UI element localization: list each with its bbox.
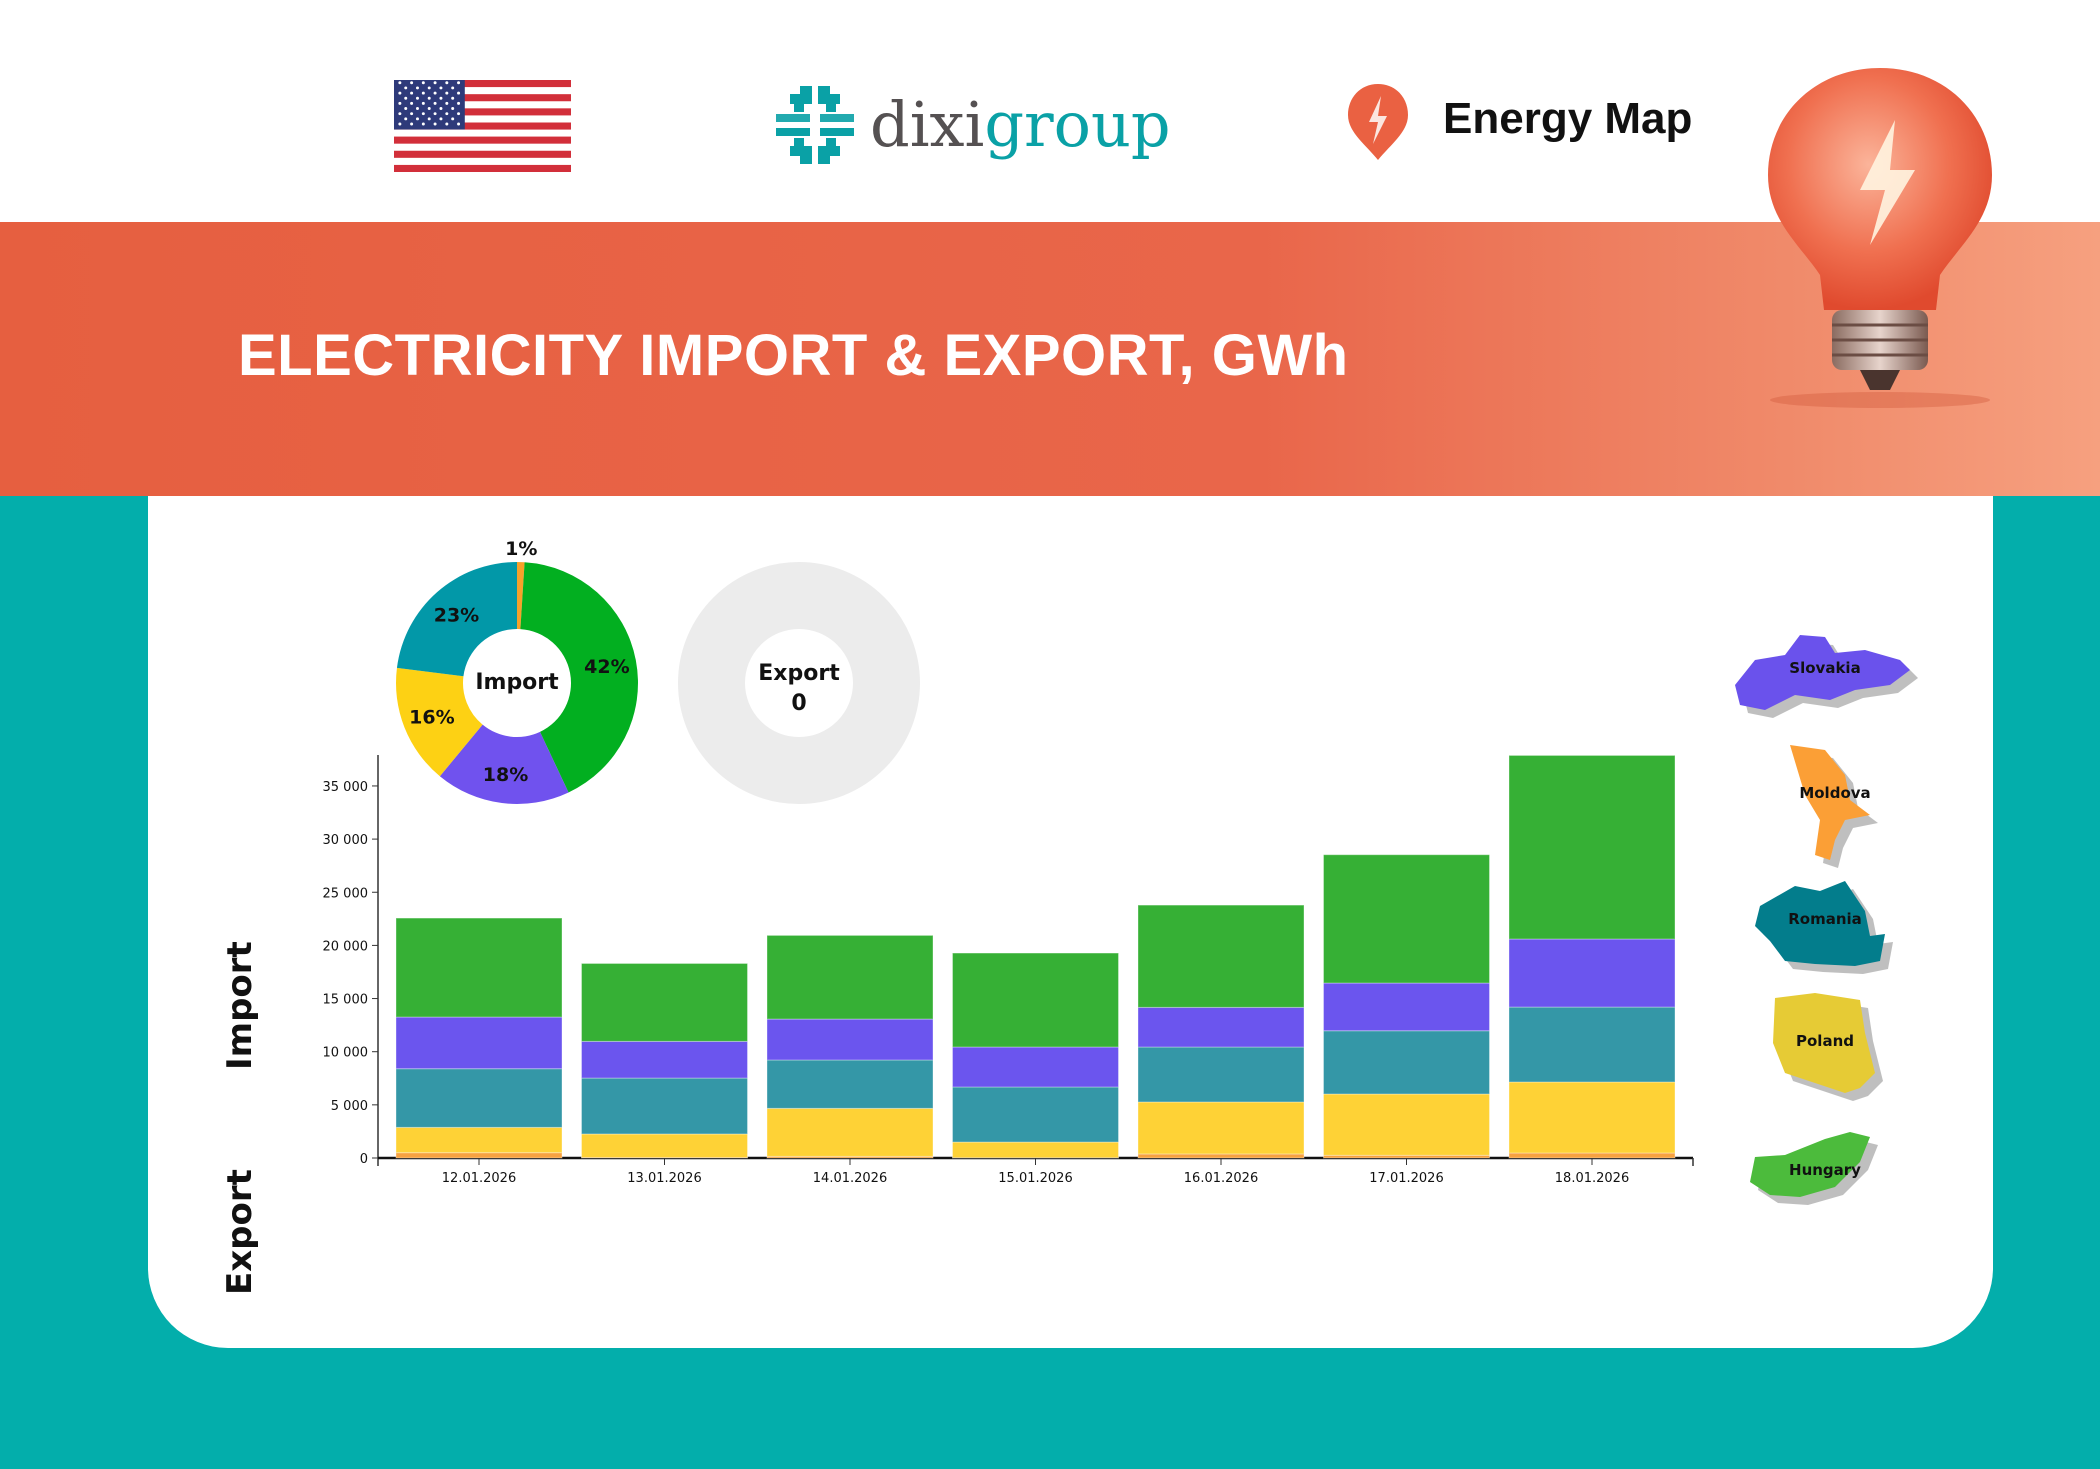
- pie-label: 18%: [483, 764, 528, 786]
- export-donut-value: 0: [791, 691, 806, 716]
- romania-map-icon: [1755, 881, 1893, 974]
- x-tick-label: 15.01.2026: [998, 1171, 1072, 1186]
- pie-slice-moldova[interactable]: [517, 562, 525, 630]
- banner: ELECTRICITY IMPORT & EXPORT, GWh: [0, 222, 2100, 496]
- pie-slice-poland[interactable]: [396, 667, 483, 777]
- bar-segment-romania[interactable]: [766, 1059, 934, 1109]
- bar-segment-moldova[interactable]: [1137, 1153, 1305, 1159]
- bar-segment-romania[interactable]: [395, 1068, 563, 1128]
- pie-slice-slovakia[interactable]: [439, 724, 569, 804]
- bar-segment-romania[interactable]: [581, 1077, 748, 1135]
- light-bulb-icon: [1768, 68, 1992, 408]
- bar-segment-slovakia[interactable]: [952, 1046, 1119, 1088]
- logo-text: dixigroup: [870, 88, 1171, 161]
- pie-label: 42%: [584, 656, 629, 678]
- pie-slice-hungary[interactable]: [520, 562, 638, 793]
- y-tick-label: 0: [360, 1152, 368, 1167]
- bar-segment-hungary[interactable]: [1508, 754, 1676, 940]
- bar-segment-moldova[interactable]: [395, 1152, 563, 1159]
- bar-segment-hungary[interactable]: [952, 952, 1119, 1048]
- country-label: Slovakia: [1789, 659, 1861, 677]
- brand-name[interactable]: Energy Map: [1443, 94, 1693, 143]
- dixigroup-logo[interactable]: dixigroup: [770, 82, 1171, 168]
- bar-segment-romania[interactable]: [952, 1086, 1119, 1143]
- x-tick-label: 12.01.2026: [442, 1171, 516, 1186]
- page-title: ELECTRICITY IMPORT & EXPORT, GWh: [238, 323, 1349, 388]
- us-flag-icon[interactable]: [394, 80, 571, 172]
- bar-segment-slovakia[interactable]: [1508, 938, 1676, 1008]
- import-donut[interactable]: 1% 42% 18% 16% 23%: [396, 538, 638, 804]
- pie-slice-romania[interactable]: [396, 562, 517, 677]
- export-donut[interactable]: [678, 562, 920, 804]
- country-romania[interactable]: Romania: [1725, 866, 1925, 976]
- pie-label: 23%: [434, 604, 479, 626]
- y-tick-label: 25 000: [323, 886, 369, 901]
- dixigroup-logo-icon: [776, 86, 854, 164]
- moldova-map-icon: [1790, 745, 1878, 868]
- bar-segment-poland[interactable]: [766, 1107, 934, 1157]
- y-tick-label: 35 000: [323, 780, 369, 795]
- pie-label: 16%: [409, 707, 454, 729]
- bar-segment-poland[interactable]: [1508, 1081, 1676, 1154]
- country-moldova[interactable]: Moldova: [1735, 740, 1935, 868]
- y-tick-label: 30 000: [323, 833, 369, 848]
- country-poland[interactable]: Poland: [1725, 988, 1925, 1101]
- export-donut-label: Export: [758, 661, 840, 686]
- y-tick-label: 5 000: [331, 1099, 368, 1114]
- x-tick-label: 17.01.2026: [1369, 1171, 1443, 1186]
- x-tick-label: 18.01.2026: [1555, 1171, 1629, 1186]
- country-label: Poland: [1796, 1032, 1854, 1050]
- hungary-map-icon: [1750, 1132, 1878, 1205]
- y-tick-label: 20 000: [323, 939, 369, 954]
- country-label: Hungary: [1789, 1161, 1861, 1179]
- bar-segment-hungary[interactable]: [581, 962, 748, 1042]
- country-label: Moldova: [1799, 784, 1871, 802]
- bar-segment-slovakia[interactable]: [766, 1018, 934, 1061]
- bar-segment-hungary[interactable]: [1137, 904, 1305, 1008]
- x-tick-label: 13.01.2026: [627, 1171, 701, 1186]
- bar-segment-slovakia[interactable]: [581, 1040, 748, 1079]
- y-tick-label: 15 000: [323, 993, 369, 1008]
- bar-segment-poland[interactable]: [581, 1133, 748, 1158]
- bar-segment-poland[interactable]: [1137, 1101, 1305, 1155]
- bar-segment-slovakia[interactable]: [1323, 982, 1490, 1032]
- header: dixigroup Energy Map: [0, 0, 2100, 222]
- slovakia-map-icon: [1735, 635, 1918, 718]
- country-hungary[interactable]: Hungary: [1725, 1117, 1925, 1227]
- bar-segment-romania[interactable]: [1508, 1006, 1676, 1083]
- import-donut-label: Import: [475, 670, 559, 695]
- bar-segment-hungary[interactable]: [1323, 854, 1490, 984]
- x-tick-label: 14.01.2026: [813, 1171, 887, 1186]
- bar-segment-romania[interactable]: [1323, 1030, 1490, 1095]
- country-slovakia[interactable]: Slovakia: [1725, 615, 1925, 725]
- bar-segment-moldova[interactable]: [1508, 1152, 1676, 1159]
- bar-segment-hungary[interactable]: [395, 917, 563, 1018]
- bar-segment-hungary[interactable]: [766, 934, 934, 1020]
- country-label: Romania: [1788, 910, 1862, 928]
- y-tick-label: 10 000: [323, 1046, 369, 1061]
- poland-map-icon: [1773, 993, 1883, 1101]
- bar-segment-poland[interactable]: [952, 1141, 1119, 1159]
- lightning-pin-icon: [1348, 84, 1408, 160]
- pie-label: 1%: [505, 538, 537, 560]
- bar-segment-poland[interactable]: [1323, 1093, 1490, 1156]
- bar-segment-poland[interactable]: [395, 1126, 563, 1154]
- bar-segment-romania[interactable]: [1137, 1046, 1305, 1103]
- bar-segment-slovakia[interactable]: [395, 1016, 563, 1070]
- x-tick-label: 16.01.2026: [1184, 1171, 1258, 1186]
- export-donut-ring: [678, 562, 920, 804]
- bar-segment-slovakia[interactable]: [1137, 1006, 1305, 1048]
